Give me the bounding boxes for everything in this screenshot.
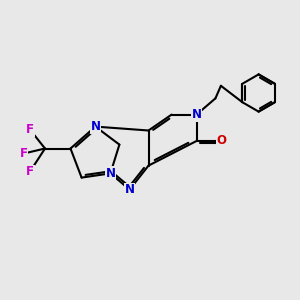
Text: F: F <box>26 165 34 178</box>
Text: N: N <box>90 120 100 133</box>
Text: N: N <box>124 183 135 196</box>
Text: F: F <box>20 147 27 160</box>
Text: N: N <box>191 108 202 121</box>
Text: O: O <box>216 134 226 148</box>
Text: F: F <box>26 123 34 136</box>
Text: N: N <box>105 167 116 180</box>
